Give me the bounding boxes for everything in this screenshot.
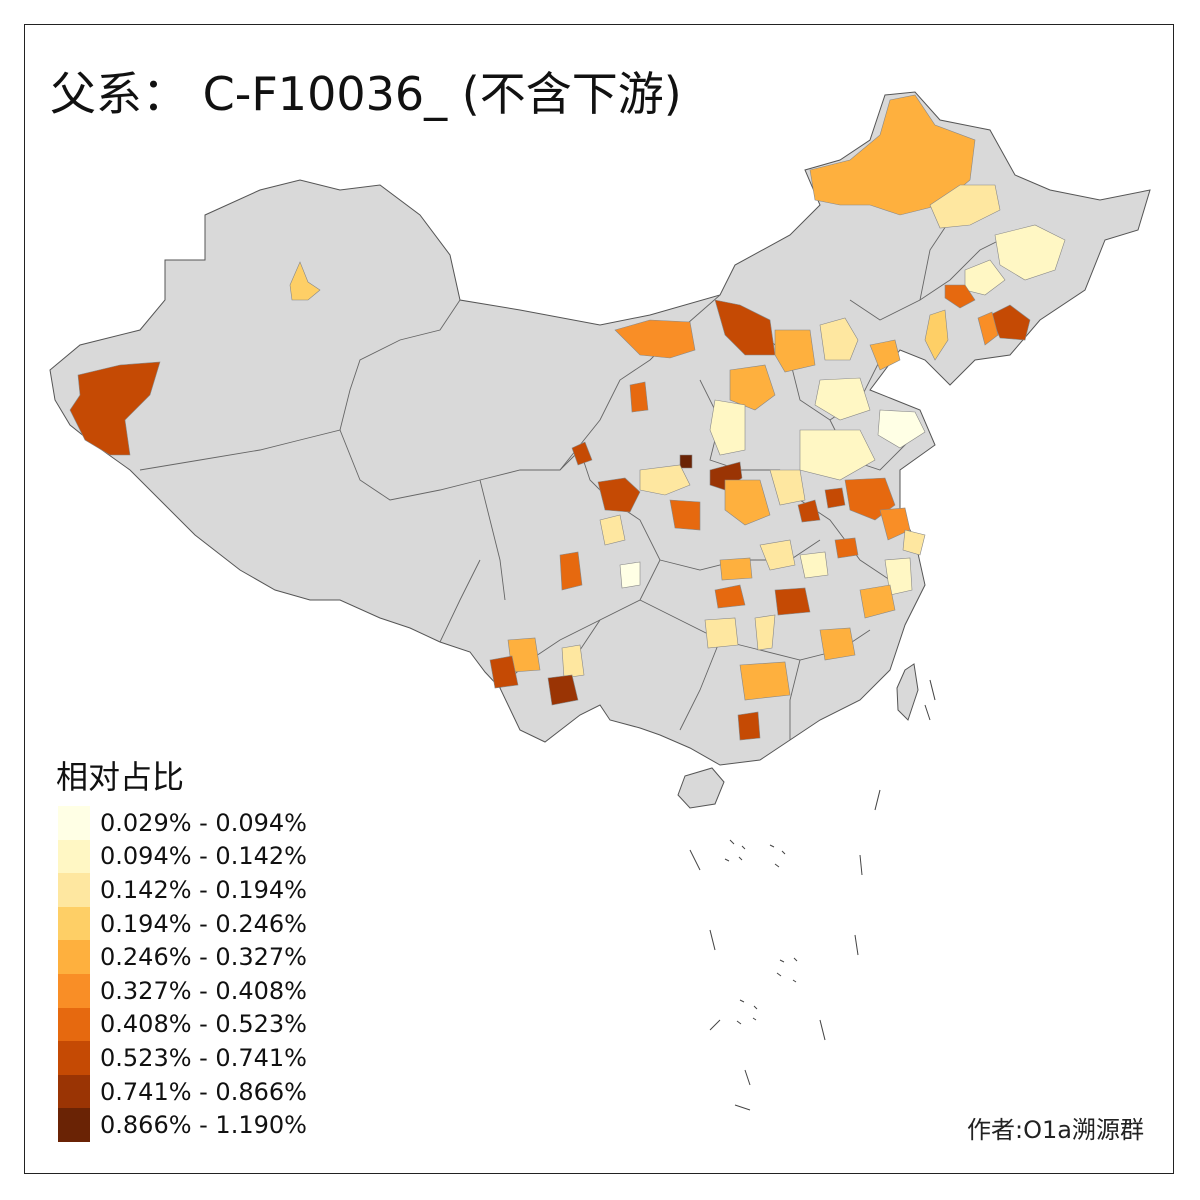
region-liaoning-b	[977, 311, 999, 346]
region-qinghai-east	[597, 477, 641, 513]
region-gansu-b	[679, 454, 693, 469]
legend-swatch	[58, 1108, 90, 1142]
taiwan-island	[896, 663, 919, 721]
region-shandong-east	[877, 409, 926, 449]
region-shanxi-mid	[709, 399, 746, 456]
region-hunan-b	[774, 587, 811, 616]
author-credit: 作者:O1a溯源群	[967, 1116, 1144, 1144]
legend-row: 0.094% - 0.142%	[58, 839, 307, 874]
region-henan-mid	[769, 469, 806, 506]
region-shandong-west	[799, 429, 876, 481]
region-anhui-south	[834, 537, 859, 559]
map-title: 父系： C-F10036_ (不含下游)	[50, 67, 682, 121]
legend-row: 0.741% - 0.866%	[58, 1074, 307, 1109]
map-frame	[24, 24, 1174, 1174]
region-dandong	[989, 304, 1031, 341]
region-hebei-mid	[814, 377, 871, 421]
region-hebei-north	[819, 317, 859, 361]
legend-row: 0.029% - 0.094%	[58, 806, 307, 840]
region-guangdong-south	[737, 711, 761, 741]
legend-label: 0.029% - 0.094%	[100, 808, 307, 837]
region-jiangsu-south	[879, 507, 911, 541]
region-yunnan-a	[489, 655, 519, 689]
legend-row: 0.866% - 1.190%	[58, 1108, 307, 1142]
region-shanghai	[902, 529, 926, 556]
legend: 0.029% - 0.094% 0.094% - 0.142% 0.142% - 0…	[58, 806, 307, 1142]
legend-swatch	[58, 1074, 90, 1109]
region-hunan-c	[754, 614, 776, 651]
region-guizhou	[704, 617, 739, 649]
region-yunnan-south	[547, 674, 579, 706]
region-anhui-north	[797, 499, 821, 523]
legend-label: 0.142% - 0.194%	[100, 875, 307, 904]
legend-label: 0.246% - 0.327%	[100, 943, 307, 972]
region-liaoning-a	[944, 284, 976, 309]
region-alxa	[614, 319, 696, 359]
legend-label: 0.094% - 0.142%	[100, 842, 307, 871]
region-heilongjiang-west	[929, 184, 1001, 229]
region-liaoning-c	[924, 309, 949, 361]
region-henan-west	[724, 479, 771, 526]
legend-row: 0.246% - 0.327%	[58, 940, 307, 974]
legend-row: 0.327% - 0.408%	[58, 973, 307, 1008]
region-sichuan-b	[619, 561, 641, 589]
legend-swatch	[58, 839, 90, 874]
legend-label: 0.194% - 0.246%	[100, 909, 307, 938]
region-baotou	[774, 329, 816, 373]
region-hunan-a	[714, 584, 746, 609]
legend-row: 0.142% - 0.194%	[58, 873, 307, 907]
region-harbin	[994, 224, 1066, 281]
region-hebei-east	[869, 339, 901, 371]
hainan-island	[677, 767, 725, 809]
legend-swatch	[58, 906, 90, 941]
region-sichuan-north	[669, 499, 701, 531]
region-altay	[289, 261, 321, 301]
region-hubei-c	[719, 557, 753, 581]
legend-row: 0.194% - 0.246%	[58, 906, 307, 941]
region-hulunbuir	[809, 94, 976, 216]
legend-swatch	[58, 973, 90, 1008]
region-guangdong-north	[739, 661, 791, 701]
region-hubei-b	[799, 551, 829, 579]
legend-label: 0.327% - 0.408%	[100, 976, 307, 1005]
region-sichuan-a	[599, 514, 626, 546]
south-sea-islands	[689, 679, 936, 1111]
region-jiangxi-south	[819, 627, 856, 661]
region-gansu-south	[639, 464, 691, 496]
legend-label: 0.408% - 0.523%	[100, 1010, 307, 1039]
legend-swatch	[58, 806, 90, 840]
legend-row: 0.408% - 0.523%	[58, 1007, 307, 1042]
region-gansu-a	[571, 441, 593, 466]
colored-regions	[69, 94, 1066, 741]
region-jiangxi	[859, 584, 896, 619]
legend-swatch	[58, 940, 90, 974]
legend-swatch	[58, 1007, 90, 1042]
region-hubei-a	[759, 539, 796, 571]
region-sichuan-west	[559, 551, 583, 591]
legend-row: 0.523% - 0.741%	[58, 1041, 307, 1075]
legend-label: 0.866% - 1.190%	[100, 1111, 307, 1140]
legend-swatch	[58, 873, 90, 907]
legend-title: 相对占比	[56, 758, 185, 796]
region-jiangsu-a	[824, 487, 846, 509]
region-shanxi-north	[729, 364, 776, 411]
legend-label: 0.741% - 0.866%	[100, 1077, 307, 1106]
legend-swatch	[58, 1041, 90, 1075]
region-yunnan-b	[561, 644, 585, 679]
region-zhejiang	[884, 557, 913, 596]
region-ningxia	[629, 381, 649, 413]
legend-label: 0.523% - 0.741%	[100, 1043, 307, 1072]
region-kashgar	[69, 361, 161, 456]
